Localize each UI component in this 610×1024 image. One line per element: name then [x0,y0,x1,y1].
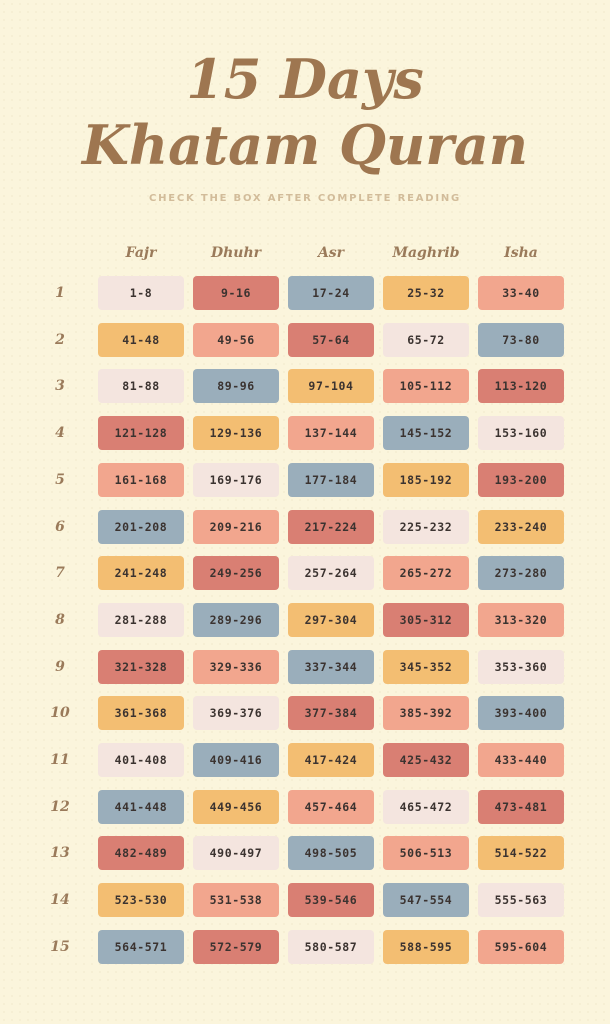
page-range-box-dhuhr[interactable]: 490-497 [193,836,279,870]
page-range-box-maghrib[interactable]: 25-32 [383,276,469,310]
page-range-box-fajr[interactable]: 564-571 [98,930,184,964]
page-range-box-maghrib[interactable]: 425-432 [383,743,469,777]
page-range-box-dhuhr[interactable]: 9-16 [193,276,279,310]
day-number: 6 [55,519,65,535]
page-range-box-dhuhr[interactable]: 129-136 [193,416,279,450]
page-range-box-maghrib[interactable]: 305-312 [383,603,469,637]
page-range-box-fajr[interactable]: 281-288 [98,603,184,637]
page-range-box-fajr[interactable]: 523-530 [98,883,184,917]
day-number: 14 [50,892,70,908]
page-range-box-fajr[interactable]: 81-88 [98,369,184,403]
page-range-box-fajr[interactable]: 41-48 [98,323,184,357]
page-range-box-asr[interactable]: 17-24 [288,276,374,310]
page-range-box-fajr[interactable]: 201-208 [98,510,184,544]
day-number: 1 [55,285,65,301]
title-line-2: Khatam Quran [81,113,529,177]
column-header-maghrib: Maghrib [392,245,460,261]
page-range-box-dhuhr[interactable]: 369-376 [193,696,279,730]
day-number: 4 [55,425,65,441]
page-range-box-maghrib[interactable]: 65-72 [383,323,469,357]
day-number: 9 [55,659,65,675]
page-range-box-isha[interactable]: 233-240 [478,510,564,544]
day-number: 13 [50,845,70,861]
page-range-box-isha[interactable]: 193-200 [478,463,564,497]
page-range-box-asr[interactable]: 457-464 [288,790,374,824]
page-range-box-dhuhr[interactable]: 89-96 [193,369,279,403]
page-range-box-asr[interactable]: 417-424 [288,743,374,777]
page-range-box-isha[interactable]: 73-80 [478,323,564,357]
page-range-box-asr[interactable]: 498-505 [288,836,374,870]
page-range-box-isha[interactable]: 433-440 [478,743,564,777]
page-range-box-isha[interactable]: 113-120 [478,369,564,403]
page-range-box-dhuhr[interactable]: 329-336 [193,650,279,684]
page-range-box-asr[interactable]: 217-224 [288,510,374,544]
page-range-box-asr[interactable]: 257-264 [288,556,374,590]
page-range-box-dhuhr[interactable]: 531-538 [193,883,279,917]
page-range-box-fajr[interactable]: 1-8 [98,276,184,310]
column-header-fajr: Fajr [125,245,157,261]
page-range-box-isha[interactable]: 33-40 [478,276,564,310]
column-header-asr: Asr [317,245,345,261]
page-range-box-maghrib[interactable]: 547-554 [383,883,469,917]
column-header-dhuhr: Dhuhr [210,245,262,261]
page-range-box-dhuhr[interactable]: 289-296 [193,603,279,637]
page-range-box-fajr[interactable]: 482-489 [98,836,184,870]
page-range-box-maghrib[interactable]: 225-232 [383,510,469,544]
page-range-box-isha[interactable]: 353-360 [478,650,564,684]
page-range-box-asr[interactable]: 580-587 [288,930,374,964]
page-range-box-asr[interactable]: 539-546 [288,883,374,917]
day-number: 10 [50,705,70,721]
page-range-box-dhuhr[interactable]: 572-579 [193,930,279,964]
page-range-box-dhuhr[interactable]: 449-456 [193,790,279,824]
page-range-box-maghrib[interactable]: 345-352 [383,650,469,684]
page-range-box-dhuhr[interactable]: 249-256 [193,556,279,590]
page-range-box-asr[interactable]: 57-64 [288,323,374,357]
subtitle: CHECK THE BOX AFTER COMPLETE READING [148,193,462,204]
page-range-box-fajr[interactable]: 161-168 [98,463,184,497]
page-range-box-isha[interactable]: 313-320 [478,603,564,637]
page-range-box-isha[interactable]: 273-280 [478,556,564,590]
page-range-box-dhuhr[interactable]: 209-216 [193,510,279,544]
page-range-box-isha[interactable]: 595-604 [478,930,564,964]
title-line-1: 15 Days [186,47,424,111]
page-range-box-asr[interactable]: 377-384 [288,696,374,730]
day-number: 7 [55,565,65,581]
page-range-box-maghrib[interactable]: 265-272 [383,556,469,590]
page-range-box-asr[interactable]: 297-304 [288,603,374,637]
page-range-box-fajr[interactable]: 361-368 [98,696,184,730]
page-range-box-maghrib[interactable]: 506-513 [383,836,469,870]
page-range-box-maghrib[interactable]: 465-472 [383,790,469,824]
page-range-box-dhuhr[interactable]: 49-56 [193,323,279,357]
page-range-box-dhuhr[interactable]: 169-176 [193,463,279,497]
column-header-isha: Isha [504,245,538,261]
page-range-box-dhuhr[interactable]: 409-416 [193,743,279,777]
day-number: 3 [55,378,65,394]
page-range-box-asr[interactable]: 97-104 [288,369,374,403]
day-number: 11 [50,752,70,768]
day-number: 8 [55,612,65,628]
page-range-box-maghrib[interactable]: 145-152 [383,416,469,450]
page-range-box-maghrib[interactable]: 185-192 [383,463,469,497]
page-range-box-maghrib[interactable]: 385-392 [383,696,469,730]
day-number: 5 [55,472,65,488]
day-number: 2 [55,332,65,348]
page-range-box-isha[interactable]: 153-160 [478,416,564,450]
page-range-box-isha[interactable]: 555-563 [478,883,564,917]
page-range-box-fajr[interactable]: 441-448 [98,790,184,824]
page-range-box-fajr[interactable]: 321-328 [98,650,184,684]
page-range-box-asr[interactable]: 177-184 [288,463,374,497]
page-range-box-isha[interactable]: 393-400 [478,696,564,730]
day-number: 15 [50,939,70,955]
page-range-box-isha[interactable]: 473-481 [478,790,564,824]
page-range-box-maghrib[interactable]: 588-595 [383,930,469,964]
page-range-box-maghrib[interactable]: 105-112 [383,369,469,403]
day-number: 12 [50,799,70,815]
page-range-box-fajr[interactable]: 241-248 [98,556,184,590]
page-range-box-fajr[interactable]: 121-128 [98,416,184,450]
page-range-box-asr[interactable]: 337-344 [288,650,374,684]
page-range-box-isha[interactable]: 514-522 [478,836,564,870]
page-range-box-asr[interactable]: 137-144 [288,416,374,450]
page-range-box-fajr[interactable]: 401-408 [98,743,184,777]
